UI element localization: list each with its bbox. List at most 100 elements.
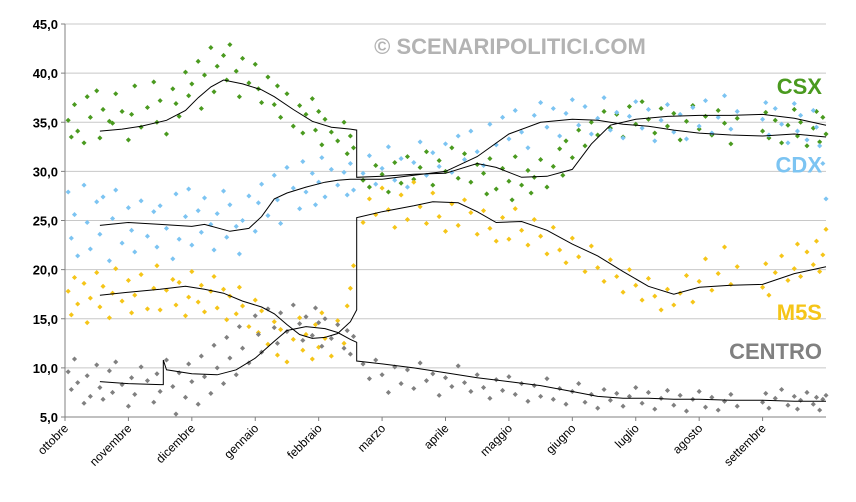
data-point: [468, 388, 474, 395]
data-point: [509, 197, 515, 203]
data-point: [84, 94, 90, 100]
data-point: [528, 190, 534, 196]
data-point: [436, 158, 442, 164]
series-labels: CSX CDX M5S CENTRO: [729, 74, 822, 364]
data-point: [360, 177, 366, 183]
data-point: [214, 211, 220, 217]
data-point: [404, 367, 410, 373]
data-point: [71, 212, 78, 218]
data-point: [563, 110, 569, 116]
data-point: [645, 106, 651, 113]
data-point: [385, 189, 391, 195]
data-point: [259, 308, 265, 314]
data-point: [335, 322, 341, 328]
data-point: [563, 138, 569, 144]
data-point: [794, 128, 801, 134]
x-tick-label: luglio: [612, 421, 642, 451]
data-point: [538, 100, 544, 106]
data-point: [97, 384, 103, 391]
data-point: [265, 341, 271, 347]
data-point: [658, 105, 664, 112]
data-point: [201, 309, 208, 315]
trend-line-m5s: [99, 201, 827, 339]
data-point: [259, 181, 265, 187]
data-point: [297, 103, 303, 109]
data-point: [538, 157, 544, 163]
data-point: [151, 399, 157, 405]
trend-line-csx: [99, 79, 827, 178]
data-point: [791, 101, 797, 107]
data-point: [823, 226, 829, 232]
series-label-m5s: M5S: [777, 300, 822, 325]
data-point: [252, 228, 258, 234]
data-point: [633, 282, 639, 288]
data-point: [696, 123, 702, 129]
x-tick-label: novembre: [87, 421, 135, 469]
data-point: [772, 395, 778, 401]
data-point: [392, 224, 398, 230]
data-point: [312, 202, 319, 208]
data-point: [335, 138, 341, 144]
data-point: [455, 175, 461, 181]
data-point: [125, 137, 131, 143]
data-point: [252, 297, 258, 303]
data-point: [182, 69, 189, 75]
data-point: [129, 310, 135, 316]
data-point: [404, 184, 410, 190]
x-tick-label: aprile: [421, 421, 452, 452]
data-point: [436, 214, 442, 220]
data-point: [442, 228, 449, 234]
data-point: [436, 392, 442, 398]
data-point: [157, 388, 163, 395]
data-point: [626, 267, 632, 273]
data-point: [284, 91, 290, 97]
data-point: [176, 236, 182, 242]
data-point: [404, 154, 410, 160]
data-point: [481, 170, 487, 176]
data-point: [284, 164, 290, 170]
data-point: [129, 375, 135, 381]
data-point: [639, 99, 645, 105]
data-point: [398, 192, 404, 198]
data-point: [696, 278, 702, 284]
data-point: [779, 386, 785, 393]
data-point: [360, 170, 366, 176]
data-point: [351, 187, 357, 193]
x-tick-label: febbraio: [284, 421, 325, 462]
data-point: [677, 392, 683, 398]
data-point: [709, 287, 715, 293]
data-point: [557, 133, 563, 139]
data-point: [81, 182, 87, 188]
data-point: [157, 307, 163, 313]
data-point: [100, 396, 106, 402]
data-point: [173, 191, 179, 197]
data-point: [224, 317, 230, 323]
data-point: [71, 274, 78, 281]
data-point: [246, 193, 252, 199]
data-point: [255, 331, 261, 338]
data-point: [100, 283, 106, 289]
watermark: © SCENARIPOLITICI.COM: [374, 34, 646, 59]
x-tick-label: agosto: [670, 421, 706, 457]
data-point: [728, 281, 734, 287]
y-tick-labels: 5,0 10,0 15,0 20,0 25,0 30,0 35,0 40,0 45,0: [33, 17, 65, 425]
data-point: [240, 345, 246, 351]
data-point: [544, 251, 550, 257]
data-point: [366, 376, 372, 382]
data-point: [671, 402, 677, 408]
data-point: [335, 182, 341, 188]
data-point: [487, 225, 493, 231]
data-point: [455, 222, 461, 228]
data-point: [110, 215, 116, 222]
data-point: [347, 133, 353, 139]
data-point: [186, 294, 192, 300]
data-point: [132, 83, 138, 89]
data-point: [430, 182, 436, 188]
data-point: [538, 393, 544, 399]
data-point: [106, 258, 112, 264]
data-point: [113, 91, 119, 97]
data-point: [785, 277, 791, 283]
data-point: [252, 313, 258, 319]
data-point: [763, 261, 769, 267]
data-point: [461, 157, 468, 163]
